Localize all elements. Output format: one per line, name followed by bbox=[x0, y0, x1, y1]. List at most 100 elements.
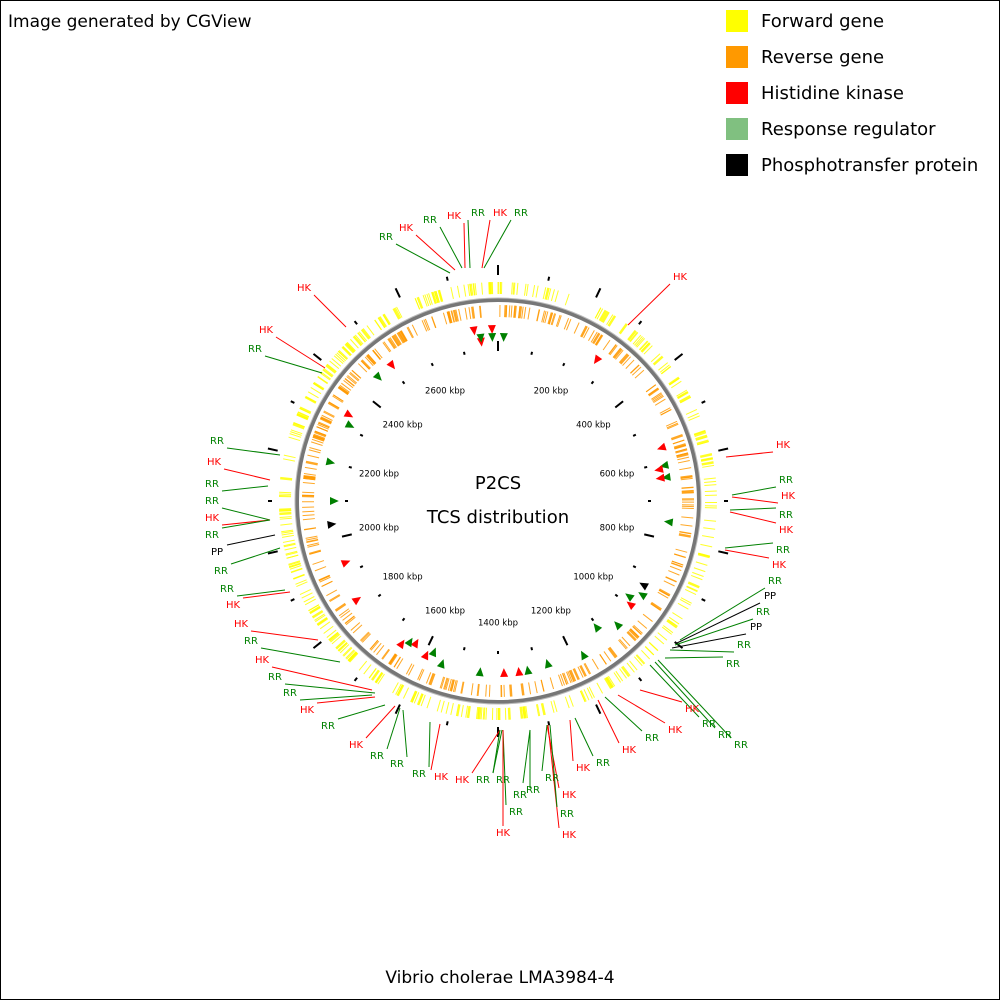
reverse-gene bbox=[344, 615, 355, 624]
reverse-gene bbox=[549, 677, 555, 690]
forward-gene bbox=[702, 464, 715, 468]
reverse-gene bbox=[383, 341, 392, 352]
reverse-gene bbox=[360, 359, 371, 370]
feature-leader bbox=[724, 542, 774, 549]
forward-gene bbox=[346, 650, 356, 660]
feature-label: RR bbox=[214, 566, 228, 577]
feature-marker bbox=[396, 639, 405, 650]
reverse-gene bbox=[677, 459, 690, 464]
reverse-gene bbox=[672, 439, 685, 445]
forward-gene bbox=[688, 415, 700, 421]
legend-swatch bbox=[726, 118, 748, 140]
forward-gene bbox=[292, 422, 305, 430]
feature-marker bbox=[344, 420, 355, 428]
forward-gene bbox=[284, 546, 297, 551]
reverse-gene bbox=[359, 631, 370, 641]
reverse-gene bbox=[306, 538, 319, 543]
reverse-gene bbox=[528, 682, 532, 695]
feature-leader bbox=[731, 486, 777, 496]
reverse-gene bbox=[303, 476, 316, 480]
forward-gene bbox=[672, 612, 683, 620]
reverse-gene bbox=[681, 487, 694, 489]
forward-gene bbox=[394, 307, 402, 319]
feature-leader bbox=[337, 704, 386, 720]
feature-leader bbox=[236, 589, 286, 597]
feature-leader bbox=[729, 507, 777, 511]
reverse-gene bbox=[680, 477, 693, 481]
tick-label: 1200 kbp bbox=[531, 606, 571, 616]
reverse-gene bbox=[476, 683, 479, 696]
forward-gene bbox=[426, 293, 432, 306]
inner-tick bbox=[462, 647, 466, 651]
outer-tick bbox=[445, 276, 449, 281]
reverse-gene bbox=[650, 602, 662, 611]
reverse-gene bbox=[599, 654, 607, 665]
inner-tick bbox=[562, 362, 566, 367]
reverse-gene bbox=[349, 371, 360, 381]
feature-label: HK bbox=[349, 740, 364, 751]
feature-leader bbox=[679, 587, 766, 641]
feature-leader bbox=[226, 534, 276, 546]
feature-marker bbox=[327, 520, 337, 529]
reverse-gene bbox=[321, 580, 333, 587]
reverse-gene bbox=[366, 354, 376, 366]
feature-label: HK bbox=[434, 772, 449, 783]
tick-label: 2200 kbp bbox=[359, 469, 399, 479]
forward-gene bbox=[580, 690, 587, 702]
reverse-gene bbox=[607, 647, 617, 659]
feature-leader bbox=[547, 724, 560, 829]
feature-label: HK bbox=[300, 705, 315, 716]
feature-leader bbox=[492, 729, 503, 774]
feature-label: PP bbox=[750, 622, 762, 633]
forward-gene bbox=[319, 621, 331, 630]
forward-gene bbox=[588, 686, 595, 698]
forward-gene bbox=[695, 434, 708, 441]
reverse-gene bbox=[509, 684, 513, 697]
feature-marker bbox=[343, 409, 354, 418]
forward-gene bbox=[564, 293, 570, 306]
feature-leader bbox=[386, 707, 401, 750]
reverse-gene bbox=[320, 417, 332, 424]
inner-tick bbox=[401, 380, 406, 385]
reverse-gene bbox=[326, 589, 338, 597]
feature-leader bbox=[604, 696, 643, 732]
forward-gene bbox=[535, 285, 539, 298]
reverse-gene bbox=[673, 443, 686, 449]
legend-swatch bbox=[726, 46, 748, 68]
reverse-gene bbox=[445, 678, 450, 691]
feature-marker bbox=[351, 596, 362, 606]
reverse-gene bbox=[619, 353, 630, 365]
forward-gene bbox=[378, 316, 388, 328]
reverse-gene bbox=[334, 602, 347, 612]
forward-gene bbox=[532, 284, 536, 297]
inner-tick bbox=[590, 617, 595, 622]
forward-gene bbox=[285, 551, 298, 556]
reverse-gene bbox=[431, 316, 437, 328]
feature-label: HK bbox=[562, 830, 577, 841]
reverse-gene bbox=[615, 349, 624, 360]
forward-gene bbox=[701, 535, 714, 539]
reverse-gene bbox=[450, 310, 455, 323]
forward-gene bbox=[317, 617, 328, 626]
inner-tick bbox=[614, 593, 619, 598]
outer-tick bbox=[353, 320, 358, 325]
forward-gene bbox=[343, 647, 353, 657]
outer-tick bbox=[394, 704, 401, 715]
reverse-gene bbox=[443, 677, 448, 690]
inner-tick bbox=[530, 647, 534, 651]
reverse-gene bbox=[568, 670, 575, 682]
reverse-gene bbox=[588, 330, 595, 342]
feature-leader bbox=[226, 447, 281, 456]
reverse-gene bbox=[563, 672, 569, 685]
forward-gene bbox=[641, 649, 651, 660]
feature-marker bbox=[580, 650, 589, 661]
feature-label: HK bbox=[205, 513, 220, 524]
reverse-gene bbox=[634, 369, 645, 379]
forward-gene bbox=[634, 335, 643, 346]
forward-gene bbox=[309, 606, 321, 614]
reverse-gene bbox=[344, 377, 355, 387]
forward-gene bbox=[338, 349, 349, 359]
outer-tick bbox=[290, 400, 295, 404]
reverse-gene bbox=[350, 622, 361, 631]
reverse-gene bbox=[609, 345, 618, 356]
